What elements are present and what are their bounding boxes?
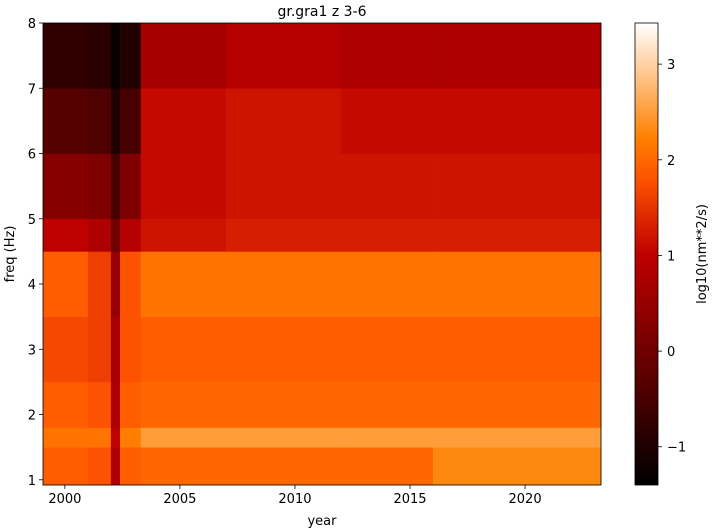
heat-cell <box>87 153 112 220</box>
heat-cell <box>340 23 434 89</box>
heat-cell <box>140 427 227 448</box>
heat-cell <box>120 23 142 89</box>
heat-cell <box>120 316 142 383</box>
heat-cell <box>87 316 112 383</box>
heat-cell <box>110 427 121 448</box>
heat-cell <box>340 153 434 220</box>
heat-cell <box>340 427 434 448</box>
heat-cell <box>120 381 142 428</box>
heat-cell <box>110 316 121 383</box>
heat-cell <box>43 316 89 383</box>
colorbar <box>634 22 659 486</box>
heat-cell <box>340 447 434 486</box>
colorbar-tick-label: −1 <box>667 441 686 456</box>
heat-cell <box>140 251 227 317</box>
heat-cell <box>433 316 602 383</box>
heat-cell <box>43 381 89 428</box>
heat-cell <box>110 447 121 486</box>
x-tick-label: 2010 <box>278 492 311 507</box>
x-tick-label: 2015 <box>393 492 426 507</box>
heat-cell <box>140 153 227 220</box>
heat-cell <box>43 251 89 317</box>
heat-cell <box>110 153 121 220</box>
heat-cell <box>225 447 342 486</box>
heat-cell <box>433 427 602 448</box>
heat-cell <box>140 381 227 428</box>
heat-cell <box>225 153 342 220</box>
y-tick-label: 6 <box>28 148 36 163</box>
heat-cell <box>87 381 112 428</box>
heat-cell <box>340 381 434 428</box>
y-tick-label: 1 <box>28 474 36 489</box>
y-tick-label: 4 <box>28 278 36 293</box>
heat-cell <box>140 447 227 486</box>
colorbar-tick-label: 2 <box>667 154 675 169</box>
heat-cell <box>433 23 602 89</box>
heat-cell <box>87 447 112 486</box>
heat-cell <box>140 218 227 252</box>
heat-cell <box>433 251 602 317</box>
heat-cell <box>87 218 112 252</box>
colorbar-tick-label: 3 <box>667 58 675 73</box>
heat-cell <box>140 23 227 89</box>
heat-cell <box>433 381 602 428</box>
colorbar-label: log10(nm**2/s) <box>695 204 710 304</box>
x-axis-label: year <box>307 514 337 529</box>
heat-cell <box>87 88 112 154</box>
heat-cell <box>120 88 142 154</box>
heat-cell <box>43 23 89 89</box>
heat-cell <box>225 316 342 383</box>
y-axis-label: freq (Hz) <box>3 226 18 283</box>
colorbar-tick-label: 1 <box>667 249 675 264</box>
heat-cell <box>225 218 342 252</box>
heat-cell <box>140 88 227 154</box>
y-tick-label: 2 <box>28 409 36 424</box>
heat-cell <box>340 251 434 317</box>
heat-cell <box>87 23 112 89</box>
heat-cell <box>225 88 342 154</box>
heat-cell <box>120 251 142 317</box>
x-tick-label: 2005 <box>163 492 196 507</box>
heat-cell <box>433 447 602 486</box>
heat-cell <box>120 153 142 220</box>
heat-cell <box>43 427 89 448</box>
chart-title: gr.gra1 z 3-6 <box>277 4 366 20</box>
heat-cell <box>110 23 121 89</box>
heat-cell <box>140 316 227 383</box>
heat-cell <box>120 218 142 252</box>
heat-cell <box>433 88 602 154</box>
y-tick-label: 3 <box>28 343 36 358</box>
heat-cell <box>340 316 434 383</box>
heat-cell <box>340 88 434 154</box>
y-tick-label: 8 <box>28 17 36 32</box>
x-tick-label: 2020 <box>509 492 542 507</box>
heat-cell <box>43 447 89 486</box>
heat-cell <box>433 218 602 252</box>
heat-cell <box>225 427 342 448</box>
y-tick-label: 7 <box>28 82 36 97</box>
heat-cell <box>87 251 112 317</box>
heat-cell <box>110 88 121 154</box>
heat-cell <box>225 23 342 89</box>
colorbar-tick-label: 0 <box>667 345 675 360</box>
heat-cell <box>225 381 342 428</box>
heat-cell <box>433 153 602 220</box>
heat-cell <box>43 88 89 154</box>
heat-cell <box>110 381 121 428</box>
y-tick-label: 5 <box>28 213 36 228</box>
x-tick-label: 2000 <box>48 492 81 507</box>
heat-cell <box>120 427 142 448</box>
heat-cell <box>110 251 121 317</box>
heat-cell <box>225 251 342 317</box>
heat-cell <box>120 447 142 486</box>
heat-cell <box>43 153 89 220</box>
heat-cell <box>43 218 89 252</box>
heat-cell <box>87 427 112 448</box>
heat-cell <box>340 218 434 252</box>
plot-frame <box>42 22 602 486</box>
heat-cell <box>110 218 121 252</box>
